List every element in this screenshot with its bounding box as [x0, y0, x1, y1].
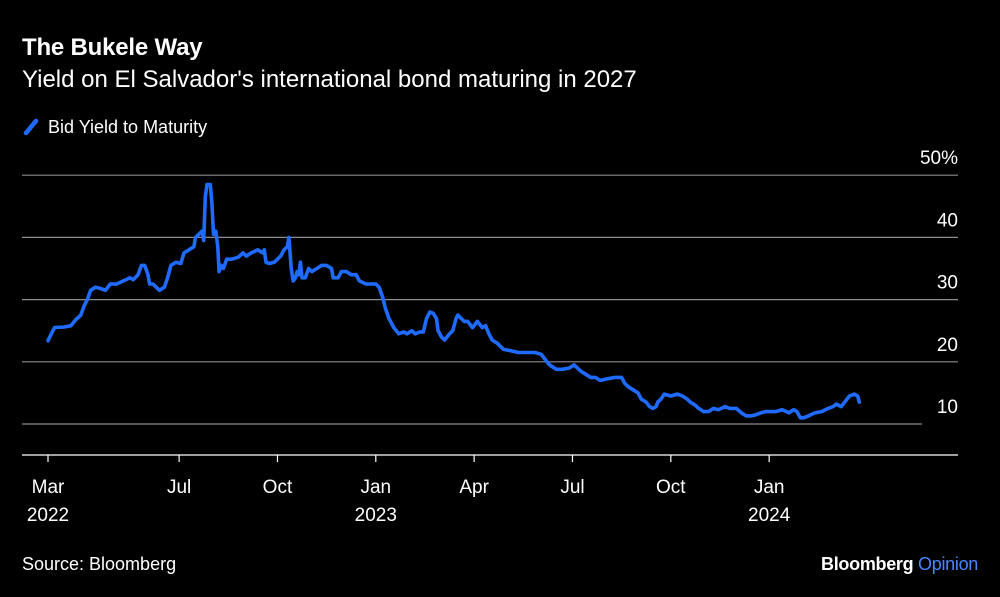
y-tick-label: 20 [937, 335, 958, 356]
x-tick-label: Jan [360, 477, 391, 498]
y-tick-label: 50% [920, 148, 958, 169]
series-line-bid-yield [46, 182, 862, 420]
source-note: Source: Bloomberg [22, 554, 177, 574]
x-tick-year-label: 2022 [27, 505, 69, 526]
y-tick-label: 40 [937, 210, 958, 231]
x-tick-year-label: 2023 [355, 505, 397, 526]
x-tick-label: Jul [560, 477, 584, 498]
chart-subtitle: Yield on El Salvador's international bon… [22, 66, 637, 93]
legend-label: Bid Yield to Maturity [48, 116, 208, 137]
y-tick-label: 30 [937, 273, 958, 294]
chart-title: The Bukele Way [22, 34, 203, 61]
brand-logo: Bloomberg Opinion [821, 554, 978, 575]
chart-legend: Bid Yield to Maturity [22, 116, 207, 138]
x-tick-year-label: 2024 [748, 505, 791, 526]
x-tick-label: Jul [167, 477, 191, 498]
brand-name: Bloomberg [821, 554, 914, 574]
legend-line-icon [23, 118, 39, 136]
brand-sub: Opinion [918, 554, 978, 574]
x-tick-label: Apr [459, 477, 489, 498]
y-tick-label: 10 [937, 397, 958, 418]
x-tick-label: Oct [656, 477, 686, 498]
x-tick-label: Mar [32, 477, 65, 498]
x-tick-label: Oct [263, 477, 293, 498]
x-tick-label: Jan [754, 477, 785, 498]
